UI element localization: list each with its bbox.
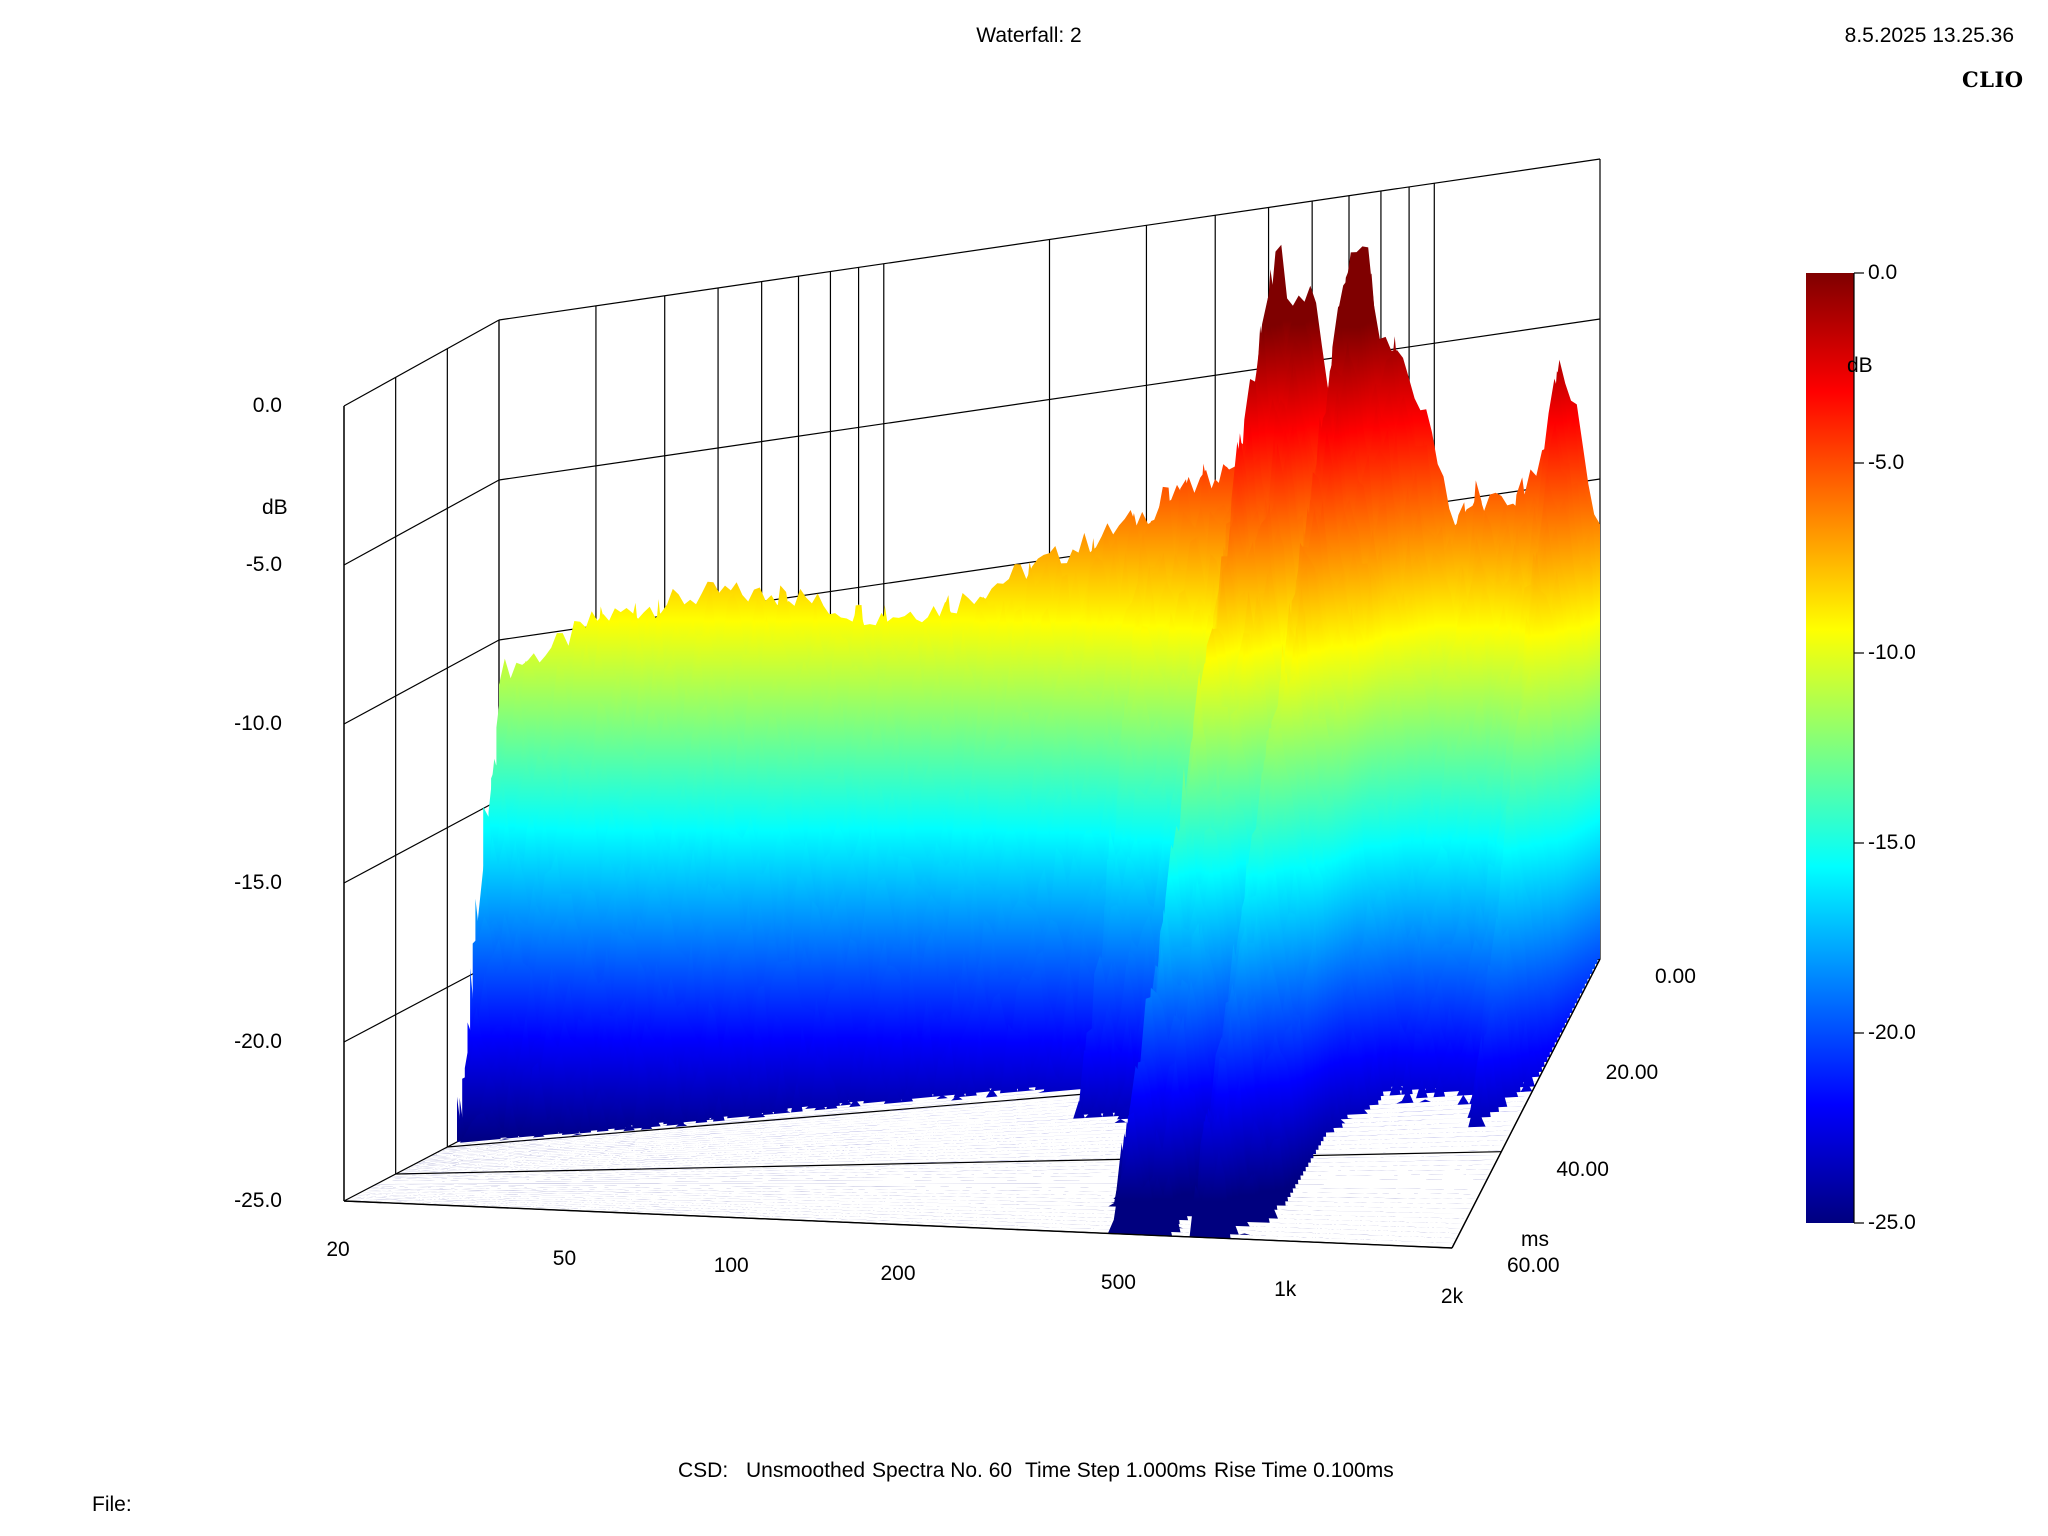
- footer-file-label: File:: [92, 1493, 132, 1516]
- x-tick-label: 500: [1100, 1270, 1136, 1294]
- chart-title: Waterfall: 2: [976, 24, 1082, 47]
- colorbar-tick-label: 0.0: [1868, 261, 1898, 284]
- back-wall-gridline: [498, 158, 1601, 321]
- footer-spectra: Spectra No. 60: [872, 1459, 1013, 1482]
- floor-gridline: [395, 1151, 1502, 1175]
- left-wall-gridline: [343, 799, 500, 884]
- z-tick-label: -5.0: [245, 553, 282, 576]
- spectrum-slice: [370, 983, 1478, 1199]
- z-tick-label: -10.0: [234, 712, 282, 735]
- y-tick-label: 40.00: [1556, 1157, 1609, 1181]
- spectrum-slice: [362, 1016, 1470, 1214]
- y-tick-label: 60.00: [1507, 1254, 1560, 1277]
- footer-rise-time: Rise Time 0.100ms: [1214, 1459, 1394, 1482]
- colorbar-tick-label: -20.0: [1868, 1021, 1916, 1044]
- colorbar-tick-label: -10.0: [1868, 641, 1916, 664]
- waterfall-surface: [344, 244, 1600, 1248]
- colorbar-unit: dB: [1847, 354, 1873, 377]
- footer-time-step: Time Step 1.000ms: [1025, 1459, 1207, 1482]
- x-tick-label: 200: [880, 1261, 916, 1285]
- y-axis-line: [1451, 958, 1601, 1249]
- spectrum-slice: [367, 991, 1475, 1204]
- z-tick-label: -20.0: [234, 1030, 282, 1053]
- colorbar-gradient: [1806, 273, 1854, 1223]
- left-wall-gridline: [343, 479, 500, 566]
- x-tick-label: 50: [552, 1247, 577, 1271]
- x-tick-label: 1k: [1274, 1277, 1297, 1301]
- x-tick-label: 2k: [1440, 1285, 1464, 1308]
- left-wall-gridline: [343, 319, 500, 407]
- colorbar-tick-label: -25.0: [1868, 1211, 1916, 1234]
- clio-brand: CLIO: [1962, 67, 2024, 92]
- colorbar: [1806, 272, 1864, 1224]
- z-axis-unit: dB: [262, 496, 288, 519]
- timestamp: 8.5.2025 13.25.36: [1844, 24, 2014, 47]
- footer-csd-label: CSD:: [678, 1459, 729, 1482]
- y-tick-label: 20.00: [1605, 1061, 1659, 1085]
- z-tick-label: -25.0: [234, 1189, 282, 1212]
- plot-front-edges: [343, 406, 1601, 1249]
- back-wall-gridline: [498, 318, 1601, 481]
- left-wall-gridline: [343, 639, 500, 725]
- z-tick-label: 0.0: [252, 394, 282, 417]
- colorbar-tick-label: -15.0: [1868, 831, 1916, 854]
- spectrum-slice: [357, 1056, 1465, 1224]
- x-axis-line: [343, 1200, 1453, 1249]
- y-axis-unit: ms: [1521, 1228, 1549, 1251]
- colorbar-tick-label: -5.0: [1868, 451, 1905, 474]
- footer-smoothing: Unsmoothed: [746, 1459, 866, 1482]
- x-tick-label: 20: [326, 1238, 350, 1261]
- y-tick-label: 0.00: [1655, 965, 1696, 988]
- x-tick-label: 100: [713, 1254, 749, 1278]
- z-tick-label: -15.0: [234, 871, 282, 894]
